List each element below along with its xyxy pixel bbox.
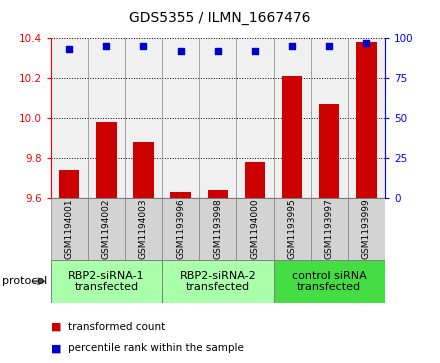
Point — [363, 40, 370, 46]
Bar — [311, 198, 348, 260]
Bar — [96, 122, 117, 198]
Bar — [162, 260, 274, 303]
Text: RBP2-siRNA-1
transfected: RBP2-siRNA-1 transfected — [68, 270, 145, 292]
Text: GSM1194003: GSM1194003 — [139, 198, 148, 259]
Bar — [125, 198, 162, 260]
Bar — [51, 198, 88, 260]
Point — [140, 43, 147, 49]
Text: control siRNA
transfected: control siRNA transfected — [292, 270, 367, 292]
Bar — [274, 198, 311, 260]
Text: protocol: protocol — [2, 276, 48, 286]
Text: RBP2-siRNA-2
transfected: RBP2-siRNA-2 transfected — [180, 270, 256, 292]
Point — [103, 43, 110, 49]
Point — [289, 43, 296, 49]
Bar — [282, 76, 302, 198]
Bar — [133, 142, 154, 198]
Bar — [245, 162, 265, 198]
Bar — [199, 198, 236, 260]
Bar — [319, 104, 340, 198]
Text: ■: ■ — [51, 343, 61, 354]
Text: GDS5355 / ILMN_1667476: GDS5355 / ILMN_1667476 — [129, 11, 311, 25]
Bar — [274, 260, 385, 303]
Bar — [59, 170, 79, 198]
Point — [214, 48, 221, 54]
Text: GSM1194000: GSM1194000 — [250, 198, 260, 259]
Text: GSM1193997: GSM1193997 — [325, 198, 334, 259]
Point — [177, 48, 184, 54]
Point — [251, 48, 258, 54]
Text: percentile rank within the sample: percentile rank within the sample — [68, 343, 244, 354]
Bar — [356, 42, 377, 198]
Bar — [51, 260, 162, 303]
Bar — [348, 198, 385, 260]
Point — [66, 46, 73, 52]
Text: GSM1194002: GSM1194002 — [102, 199, 111, 259]
Text: transformed count: transformed count — [68, 322, 165, 332]
Text: GSM1193996: GSM1193996 — [176, 198, 185, 259]
Text: GSM1193995: GSM1193995 — [288, 198, 297, 259]
Text: GSM1194001: GSM1194001 — [65, 198, 73, 259]
Bar — [88, 198, 125, 260]
Bar — [236, 198, 274, 260]
Point — [326, 43, 333, 49]
Text: ■: ■ — [51, 322, 61, 332]
Bar — [208, 190, 228, 198]
Bar — [162, 198, 199, 260]
Text: GSM1193998: GSM1193998 — [213, 198, 222, 259]
Bar — [170, 192, 191, 198]
Text: GSM1193999: GSM1193999 — [362, 198, 371, 259]
